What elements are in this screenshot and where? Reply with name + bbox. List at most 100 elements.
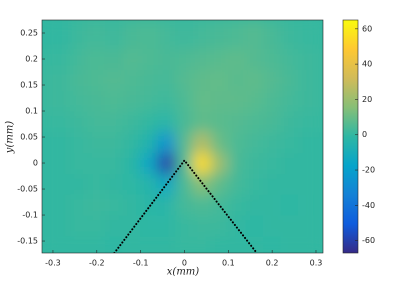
x-tick-label: -0.1 [133, 259, 149, 268]
heat-cell [297, 89, 323, 112]
x-axis-label: x(mm) [167, 267, 200, 278]
heat-cell [262, 48, 282, 70]
heat-cell [297, 152, 323, 174]
heat-cell [227, 152, 247, 174]
heat-cell [122, 235, 142, 253]
colorbar-tick-label: -20 [362, 166, 375, 175]
heat-cell [175, 193, 194, 216]
heat-cell [157, 20, 177, 50]
heat-cell [210, 172, 229, 195]
heat-cell [175, 68, 194, 91]
heat-cell [42, 68, 71, 91]
colorbar-tick-label: 0 [362, 130, 367, 139]
colorbar-tick-label: 20 [362, 95, 372, 104]
heat-cell [87, 193, 107, 216]
heat-cell [87, 20, 107, 50]
x-tick-label: -0.3 [45, 259, 61, 268]
heat-cell [262, 193, 282, 216]
heat-cell [87, 235, 107, 253]
heat-cell [245, 152, 264, 174]
heat-cell [42, 193, 71, 216]
heat-cell [227, 193, 247, 216]
heat-cell [262, 214, 282, 237]
heat-cell [140, 193, 159, 216]
heat-cell [245, 48, 264, 70]
heat-cell [157, 193, 177, 216]
x-tick-label: -0.2 [89, 259, 105, 268]
colorbar-tick-label: -40 [362, 201, 375, 210]
heat-cell [262, 235, 282, 253]
heat-cell [280, 235, 299, 253]
colorbar-tick-label: -60 [362, 236, 375, 245]
y-tick-label: 0.25 [20, 29, 38, 38]
heat-cell [140, 20, 159, 50]
heat-cell [69, 152, 89, 174]
heat-cell [262, 152, 282, 174]
heat-cell [227, 235, 247, 253]
heat-cell [192, 89, 212, 112]
heat-cell [105, 214, 124, 237]
heat-cell [280, 20, 299, 50]
y-tick-label: -0.1 [22, 211, 38, 220]
heat-cell [210, 131, 229, 154]
heat-cell [227, 48, 247, 70]
heat-cell [87, 110, 107, 133]
heat-cell [245, 20, 264, 50]
heat-cell [192, 20, 212, 50]
heat-cell [69, 20, 89, 50]
heat-cell [210, 235, 229, 253]
heat-cell [105, 68, 124, 91]
heat-cell [192, 235, 212, 253]
heat-cell [87, 89, 107, 112]
heat-cell [122, 131, 142, 154]
heat-cell [87, 48, 107, 70]
heat-cell [175, 89, 194, 112]
heat-cell [122, 152, 142, 174]
heat-cell [210, 48, 229, 70]
heat-cell [122, 68, 142, 91]
x-tick-label: 0.2 [266, 259, 279, 268]
heat-cell [192, 152, 212, 174]
heat-cell [105, 48, 124, 70]
heat-cell [42, 20, 71, 50]
heat-cell [105, 131, 124, 154]
heat-cell [157, 235, 177, 253]
heat-cell [69, 214, 89, 237]
x-tick-label: 0.1 [222, 259, 235, 268]
heat-cell [69, 131, 89, 154]
heat-cell [42, 131, 71, 154]
heat-cell [69, 89, 89, 112]
heat-cell [87, 152, 107, 174]
heat-cell [227, 214, 247, 237]
heat-cell [105, 20, 124, 50]
y-tick-label: 0.1 [25, 107, 38, 116]
heat-cell [245, 214, 264, 237]
heat-cell [297, 193, 323, 216]
heat-cell [192, 193, 212, 216]
heat-cell [245, 131, 264, 154]
heat-cell [192, 48, 212, 70]
heat-cell [210, 152, 229, 174]
heat-cell [122, 89, 142, 112]
heat-cell [42, 110, 71, 133]
dotted-line [113, 158, 258, 253]
heat-cell [210, 214, 229, 237]
heat-cell [280, 110, 299, 133]
heat-cell [42, 172, 71, 195]
heat-cell [87, 68, 107, 91]
heat-cell [192, 214, 212, 237]
heat-cell [175, 20, 194, 50]
y-tick-label: -0.05 [17, 185, 38, 194]
heat-cell [245, 89, 264, 112]
heat-cell [105, 172, 124, 195]
heat-cell [280, 172, 299, 195]
heat-cell [87, 172, 107, 195]
heat-cell [122, 214, 142, 237]
heat-cell [157, 152, 177, 174]
y-tick-label: 0 [33, 159, 38, 168]
heat-cell [140, 68, 159, 91]
heat-cell [245, 68, 264, 91]
heat-cell [140, 48, 159, 70]
heat-cell [175, 131, 194, 154]
heat-cell [245, 235, 264, 253]
